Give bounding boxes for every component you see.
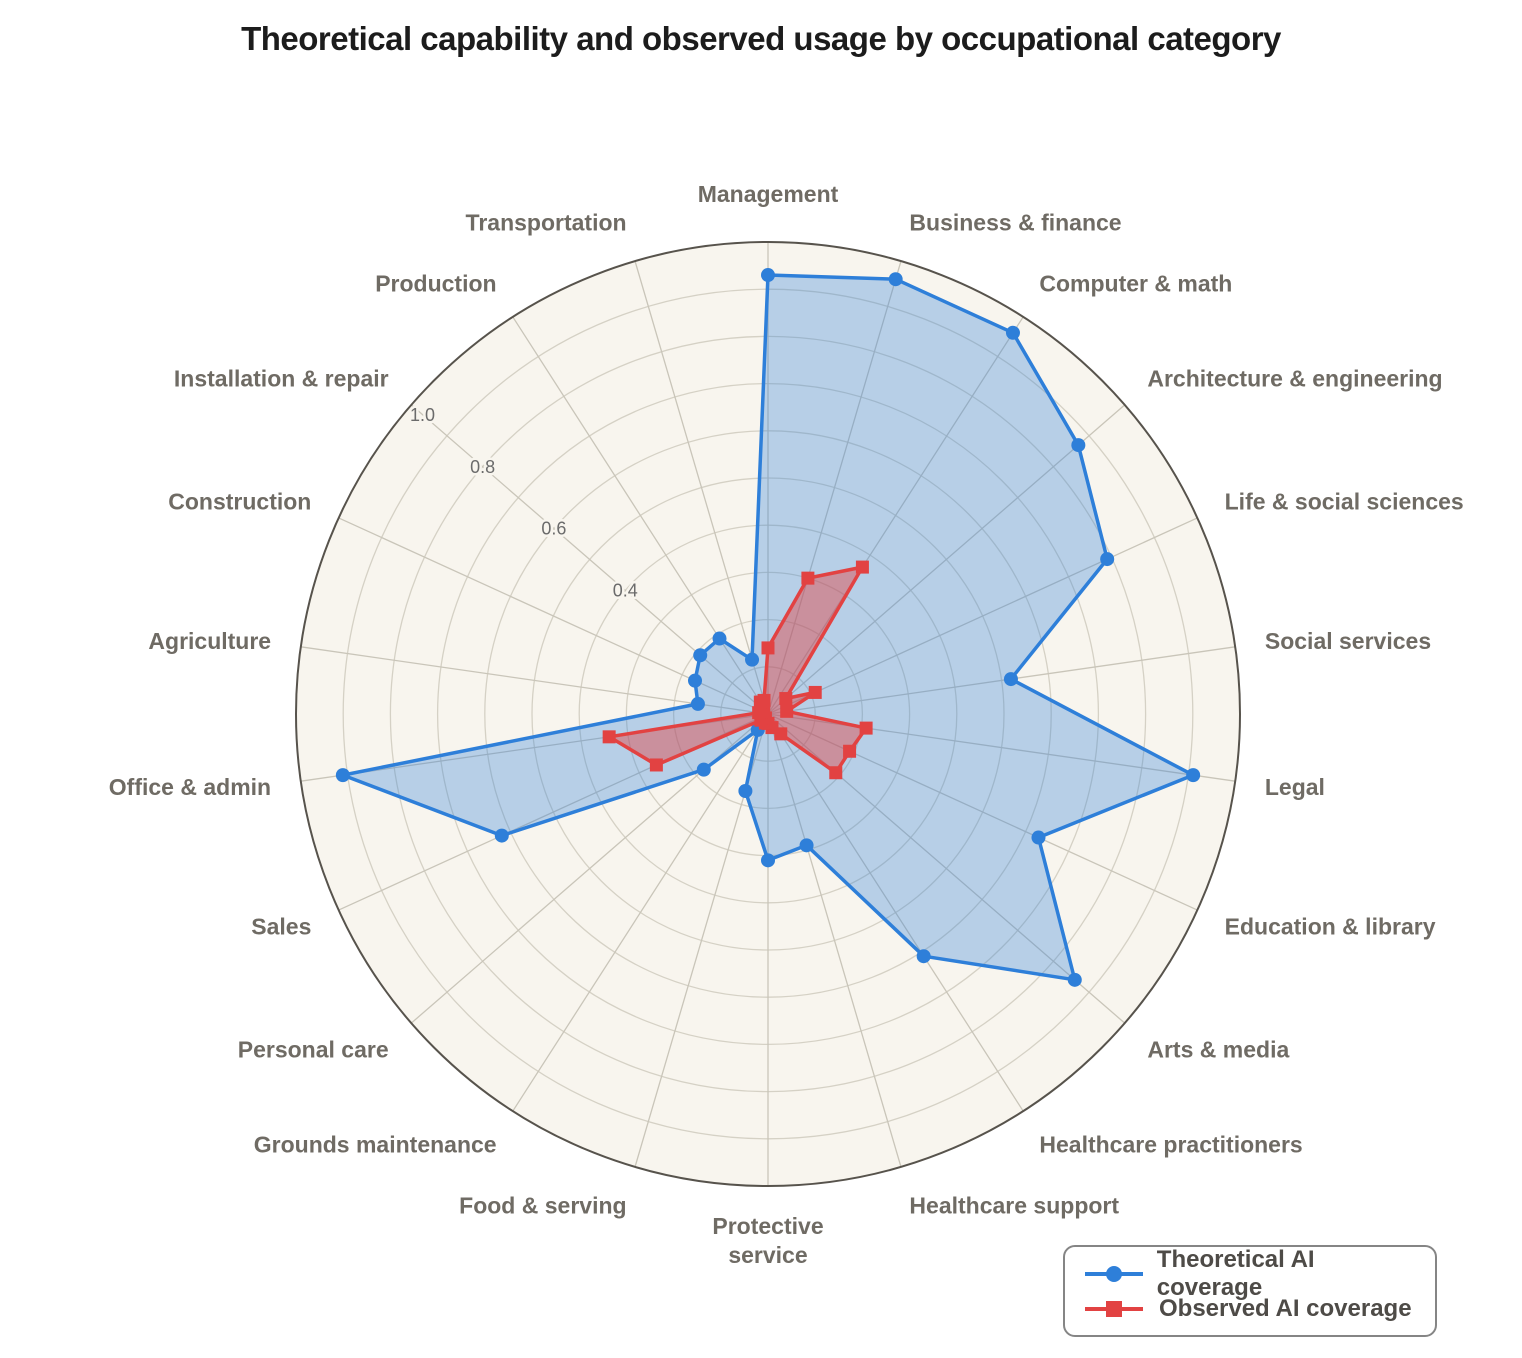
legend-label-theoretical-ai-coverage: Theoretical AI coverage	[1156, 1245, 1315, 1301]
category-label-healthcare-support: Healthcare support	[909, 1192, 1119, 1218]
data-point-theoretical-ai-coverage	[738, 783, 753, 798]
legend-item-observed-ai-coverage: Observed AI coverage	[1083, 1292, 1417, 1325]
data-point-theoretical-ai-coverage	[690, 696, 705, 711]
category-label-architecture-engineering: Architecture & engineering	[1147, 366, 1442, 392]
legend-item-theoretical-ai-coverage: Theoretical AI coverage	[1083, 1246, 1417, 1301]
legend-marker-circle-icon	[1085, 1265, 1143, 1282]
category-label-social-services: Social services	[1265, 628, 1431, 654]
grid-spoke	[767, 713, 1024, 1112]
data-point-observed-ai-coverage	[801, 571, 815, 585]
chart-title: Theoretical capability and observed usag…	[241, 20, 1281, 57]
category-label-transportation: Transportation	[466, 210, 627, 236]
category-label-management: Management	[698, 181, 839, 207]
outer-ring	[295, 241, 1241, 1187]
data-point-theoretical-ai-coverage	[916, 949, 931, 964]
category-label-computer-math: Computer & math	[1039, 270, 1232, 296]
radial-tick-label: 0.4	[613, 580, 638, 600]
legend-marker-square-icon	[1085, 1300, 1143, 1317]
grid-spoke	[634, 260, 769, 715]
grid-spoke	[767, 713, 902, 1168]
category-label-installation-repair: Installation & repair	[174, 366, 389, 392]
category-label-education-library: Education & library	[1225, 914, 1436, 940]
category-label-business-finance: Business & finance	[909, 210, 1121, 236]
data-point-theoretical-ai-coverage	[494, 828, 509, 843]
data-point-theoretical-ai-coverage	[1100, 552, 1115, 567]
series-fill-observed-ai-coverage	[609, 567, 867, 773]
category-label-food-serving: Food & serving	[459, 1192, 626, 1218]
grid-spoke	[767, 404, 1126, 715]
data-point-observed-ai-coverage	[649, 758, 663, 772]
radial-tick-label: 0.8	[470, 457, 495, 477]
data-point-theoretical-ai-coverage	[1067, 972, 1082, 987]
category-label-office-admin: Office & admin	[109, 774, 271, 800]
grid-spoke	[767, 517, 1198, 715]
data-point-observed-ai-coverage	[859, 721, 873, 735]
data-point-observed-ai-coverage	[780, 704, 794, 718]
grid-spoke	[767, 713, 1198, 911]
series-observed-ai-coverage	[602, 560, 873, 780]
category-label-personal-care: Personal care	[238, 1036, 389, 1062]
category-label-protective-service: Protective service	[712, 1213, 823, 1268]
data-point-observed-ai-coverage	[829, 766, 843, 780]
data-point-theoretical-ai-coverage	[1003, 672, 1018, 687]
category-label-construction: Construction	[168, 488, 311, 514]
category-label-legal: Legal	[1265, 774, 1325, 800]
data-point-observed-ai-coverage	[843, 744, 857, 758]
data-point-theoretical-ai-coverage	[761, 268, 775, 283]
grid-spoke	[767, 316, 1024, 715]
legend-label-observed-ai-coverage: Observed AI coverage	[1159, 1294, 1412, 1322]
grid-spoke	[512, 316, 769, 715]
data-point-theoretical-ai-coverage	[712, 631, 727, 646]
grid-spoke	[410, 404, 769, 715]
grid-spoke	[512, 713, 769, 1112]
data-point-theoretical-ai-coverage	[888, 272, 903, 287]
grid-spoke	[767, 646, 1236, 715]
data-point-theoretical-ai-coverage	[1031, 830, 1046, 845]
data-point-observed-ai-coverage	[855, 560, 869, 574]
legend: Theoretical AI coverage Observed AI cover…	[1063, 1245, 1437, 1337]
category-label-sales: Sales	[251, 914, 311, 940]
radial-tick-label: 1.0	[410, 405, 435, 425]
category-label-healthcare-practitioners: Healthcare practitioners	[1039, 1132, 1302, 1158]
category-label-agriculture: Agriculture	[148, 628, 271, 654]
data-point-theoretical-ai-coverage	[335, 768, 350, 783]
category-label-grounds-maintenance: Grounds maintenance	[254, 1132, 497, 1158]
radial-tick-label: 0.6	[541, 519, 566, 539]
data-point-observed-ai-coverage	[808, 685, 822, 699]
category-labels: Management Business & finance Computer & m…	[109, 181, 1464, 1268]
grid-spoke	[300, 646, 769, 715]
data-point-observed-ai-coverage	[757, 693, 771, 707]
data-point-observed-ai-coverage	[602, 730, 616, 744]
data-point-theoretical-ai-coverage	[761, 853, 775, 868]
data-point-theoretical-ai-coverage	[799, 838, 814, 853]
radial-axis-labels: 0.4 0.6 0.8 1.0	[408, 402, 641, 603]
data-point-observed-ai-coverage	[779, 692, 793, 706]
data-point-theoretical-ai-coverage	[693, 648, 708, 663]
data-point-theoretical-ai-coverage	[745, 652, 760, 667]
data-point-theoretical-ai-coverage	[1005, 325, 1020, 340]
data-point-theoretical-ai-coverage	[688, 673, 703, 688]
grid-spoke	[767, 260, 902, 715]
category-label-arts-media: Arts & media	[1147, 1036, 1289, 1062]
category-label-life-social-sciences: Life & social sciences	[1225, 488, 1464, 514]
data-point-observed-ai-coverage	[761, 641, 775, 655]
data-point-theoretical-ai-coverage	[696, 762, 711, 777]
data-point-theoretical-ai-coverage	[1071, 438, 1086, 453]
series-fill-theoretical-ai-coverage	[342, 275, 1194, 980]
data-point-theoretical-ai-coverage	[1186, 768, 1201, 783]
series-theoretical-ai-coverage	[335, 268, 1201, 987]
category-label-production: Production	[375, 270, 496, 296]
